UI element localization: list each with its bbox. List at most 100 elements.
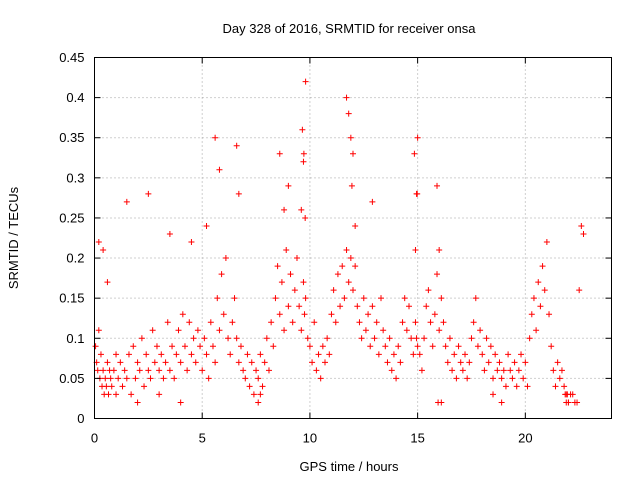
data-point xyxy=(550,367,557,374)
data-point xyxy=(403,327,410,334)
data-point xyxy=(367,343,374,350)
data-point xyxy=(233,335,240,342)
data-point xyxy=(287,271,294,278)
data-point xyxy=(418,367,425,374)
y-tick-label: 0.2 xyxy=(66,251,84,266)
data-point xyxy=(117,359,124,366)
data-point xyxy=(110,367,117,374)
data-point xyxy=(505,351,512,358)
data-point xyxy=(408,335,415,342)
data-point xyxy=(356,319,363,326)
data-point xyxy=(399,319,406,326)
data-point xyxy=(362,327,369,334)
data-point xyxy=(533,327,540,334)
data-point xyxy=(558,367,565,374)
x-tick-label: 15 xyxy=(410,431,424,446)
data-point xyxy=(285,182,292,189)
data-point xyxy=(548,343,555,350)
data-point xyxy=(94,367,101,374)
data-point xyxy=(138,335,145,342)
data-point xyxy=(564,391,571,398)
data-point xyxy=(166,367,173,374)
data-point xyxy=(446,335,453,342)
data-point xyxy=(233,142,240,149)
data-point xyxy=(347,134,354,141)
data-point xyxy=(494,367,501,374)
y-tick-label: 0.3 xyxy=(66,170,84,185)
data-point xyxy=(384,359,391,366)
data-point xyxy=(341,295,348,302)
data-point xyxy=(390,351,397,358)
data-point xyxy=(543,239,550,246)
data-point xyxy=(442,343,449,350)
data-point xyxy=(410,351,417,358)
data-point xyxy=(257,391,264,398)
data-point xyxy=(197,343,204,350)
data-point xyxy=(300,279,307,286)
data-point xyxy=(268,319,275,326)
data-point xyxy=(276,311,283,318)
data-point xyxy=(171,375,178,382)
data-point xyxy=(574,399,581,406)
data-point xyxy=(246,383,253,390)
data-point xyxy=(541,287,548,294)
y-tick-label: 0.45 xyxy=(59,50,84,65)
data-point xyxy=(250,391,257,398)
data-point xyxy=(263,335,270,342)
data-point xyxy=(156,367,163,374)
data-point xyxy=(265,367,272,374)
x-tick-label: 10 xyxy=(303,431,317,446)
data-point xyxy=(158,351,165,358)
data-point xyxy=(100,247,107,254)
data-point xyxy=(455,343,462,350)
data-point xyxy=(434,271,441,278)
data-point xyxy=(518,351,525,358)
data-point xyxy=(319,343,326,350)
data-point xyxy=(397,359,404,366)
data-point xyxy=(227,351,234,358)
data-point xyxy=(296,303,303,310)
data-point xyxy=(462,351,469,358)
data-point xyxy=(332,319,339,326)
data-point xyxy=(255,399,262,406)
data-point xyxy=(345,110,352,117)
data-point xyxy=(188,351,195,358)
grid-lines xyxy=(94,57,612,419)
y-tick-label: 0.15 xyxy=(59,291,84,306)
data-point xyxy=(218,271,225,278)
data-point xyxy=(103,383,110,390)
data-point xyxy=(464,375,471,382)
data-point xyxy=(242,375,249,382)
data-point xyxy=(95,327,102,334)
data-point xyxy=(192,359,199,366)
data-point xyxy=(300,150,307,157)
y-tick-label: 0.1 xyxy=(66,331,84,346)
data-point xyxy=(276,150,283,157)
data-point xyxy=(259,383,266,390)
data-point xyxy=(576,287,583,294)
plot-frame xyxy=(94,57,612,419)
data-point xyxy=(149,327,156,334)
data-point xyxy=(481,367,488,374)
data-point xyxy=(328,311,335,318)
data-point xyxy=(459,367,466,374)
data-point xyxy=(181,343,188,350)
data-point xyxy=(220,311,227,318)
data-point xyxy=(123,198,130,205)
data-point xyxy=(214,295,221,302)
data-point xyxy=(102,375,109,382)
data-point xyxy=(302,78,309,85)
data-point xyxy=(524,383,531,390)
data-point xyxy=(216,327,223,334)
data-point xyxy=(231,295,238,302)
data-point xyxy=(95,239,102,246)
data-point xyxy=(105,391,112,398)
data-point xyxy=(530,295,537,302)
data-point xyxy=(466,359,473,366)
data-point xyxy=(431,311,438,318)
data-point xyxy=(119,383,126,390)
data-point xyxy=(401,295,408,302)
data-point xyxy=(270,343,277,350)
data-point xyxy=(382,343,389,350)
